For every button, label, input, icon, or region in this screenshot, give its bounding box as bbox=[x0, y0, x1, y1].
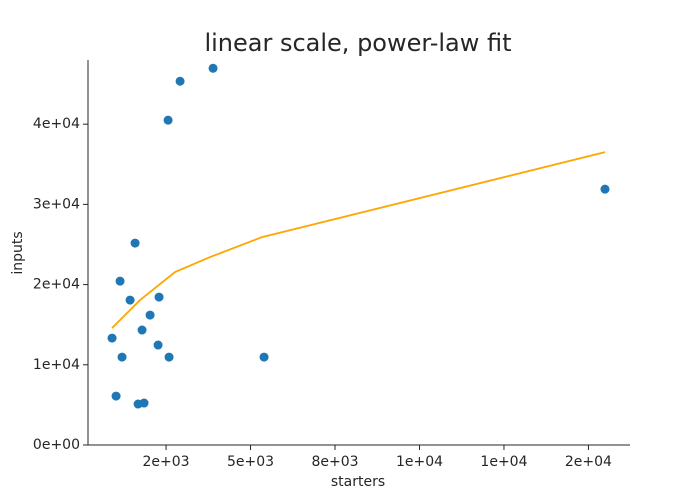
point bbox=[125, 295, 135, 305]
point bbox=[145, 310, 155, 320]
y-tick-label: 4e+04 bbox=[33, 116, 80, 132]
x-tick-label: 1e+04 bbox=[396, 454, 443, 470]
chart-title: linear scale, power-law fit bbox=[204, 29, 511, 57]
x-tick-label: 2e+03 bbox=[143, 454, 190, 470]
y-tick-label: 3e+04 bbox=[33, 196, 80, 212]
point bbox=[163, 115, 173, 125]
point bbox=[153, 340, 163, 350]
point bbox=[137, 325, 147, 335]
fit-line bbox=[111, 151, 606, 329]
point bbox=[259, 352, 269, 362]
point bbox=[175, 76, 185, 86]
x-axis-label: starters bbox=[331, 474, 385, 490]
x-tick-label: 8e+03 bbox=[311, 454, 358, 470]
point bbox=[600, 184, 610, 194]
x-tick-label: 2e+04 bbox=[565, 454, 612, 470]
y-axis-label: inputs bbox=[10, 231, 26, 274]
y-tick-label: 0e+00 bbox=[33, 437, 80, 453]
point bbox=[139, 398, 149, 408]
point bbox=[208, 63, 218, 73]
point bbox=[130, 238, 140, 248]
point bbox=[107, 333, 117, 343]
point bbox=[115, 276, 125, 286]
point bbox=[164, 352, 174, 362]
x-tick-label: 1e+04 bbox=[480, 454, 527, 470]
point bbox=[154, 292, 164, 302]
x-tick-label: 5e+03 bbox=[227, 454, 274, 470]
y-tick-label: 1e+04 bbox=[33, 357, 80, 373]
point bbox=[117, 352, 127, 362]
y-tick-label: 2e+04 bbox=[33, 277, 80, 293]
point bbox=[111, 391, 121, 401]
